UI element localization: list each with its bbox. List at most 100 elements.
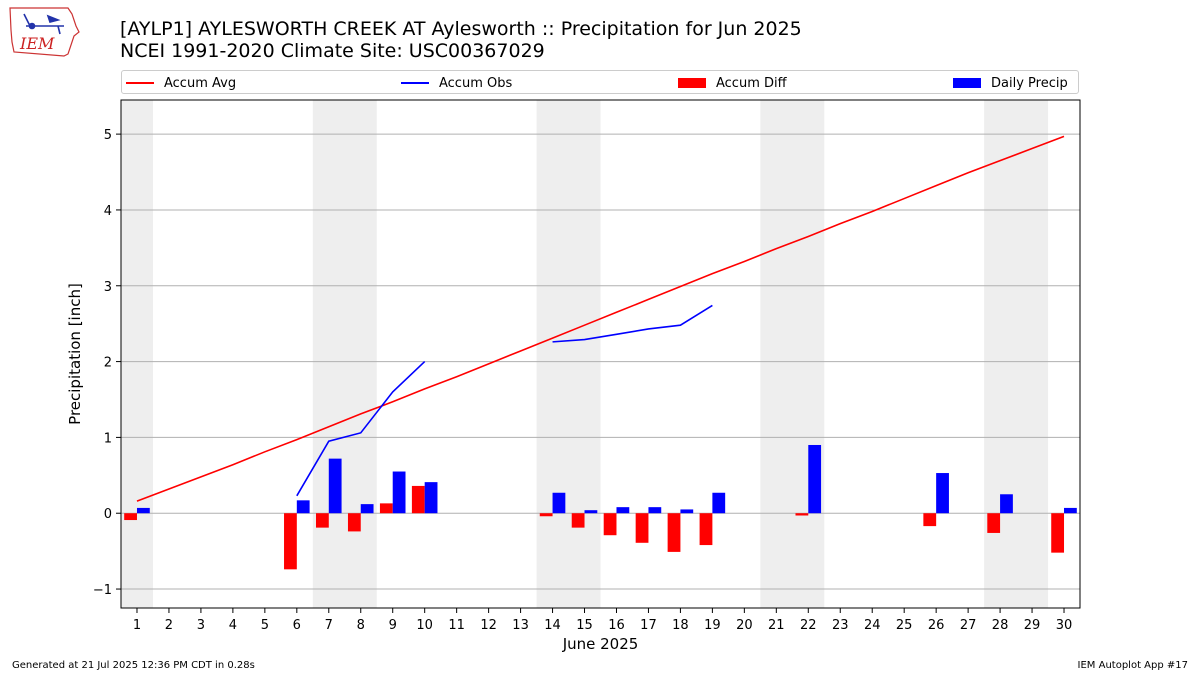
x-tick-label: 16 xyxy=(608,618,625,633)
x-tick-label: 4 xyxy=(229,618,237,633)
x-tick-label: 6 xyxy=(293,618,301,633)
x-tick-label: 20 xyxy=(736,618,753,633)
x-tick-label: 17 xyxy=(640,618,657,633)
iowa-state-outline xyxy=(9,7,80,57)
logo-text: IEM xyxy=(19,34,55,53)
daily-precip-bar xyxy=(616,507,630,514)
legend-label-accum-avg: Accum Avg xyxy=(164,75,237,91)
app-label: IEM Autoplot App #17 xyxy=(1077,660,1188,671)
x-tick-label: 30 xyxy=(1056,618,1073,633)
legend-label-daily-precip: Daily Precip xyxy=(991,75,1068,91)
accum-diff-bar xyxy=(411,485,425,514)
daily-precip-bar xyxy=(936,473,949,514)
accum-diff-bar xyxy=(539,513,553,517)
y-tick-label: 4 xyxy=(104,204,112,219)
plot-frame xyxy=(120,99,1081,609)
x-tick-label: 29 xyxy=(1024,618,1041,633)
x-tick-label: 3 xyxy=(197,618,205,633)
x-tick-label: 18 xyxy=(672,618,689,633)
weekend-shade xyxy=(312,100,377,608)
x-tick-label: 21 xyxy=(768,618,785,633)
daily-precip-bar xyxy=(328,458,342,514)
y-tick-label: 2 xyxy=(104,356,112,371)
y-tick-label: 3 xyxy=(104,280,112,295)
legend-swatch-accum-avg xyxy=(126,82,154,84)
y-tick-label: 1 xyxy=(104,431,112,446)
y-tick-label: 5 xyxy=(104,128,112,143)
accum-diff-bar xyxy=(1051,513,1065,553)
accum-obs-line xyxy=(296,361,426,497)
daily-precip-bar xyxy=(808,444,822,514)
daily-precip-bar xyxy=(584,510,598,514)
chart-subtitle: NCEI 1991-2020 Climate Site: USC00367029 xyxy=(120,40,545,62)
x-tick-label: 26 xyxy=(928,618,945,633)
legend-swatch-accum-diff xyxy=(678,78,706,88)
accum-diff-bar xyxy=(699,513,713,546)
accum-diff-bar xyxy=(603,513,617,536)
x-tick-label: 23 xyxy=(832,618,849,633)
accum-diff-bar xyxy=(795,513,809,516)
x-tick-label: 12 xyxy=(480,618,497,633)
daily-precip-bar xyxy=(680,509,694,514)
daily-precip-bar xyxy=(296,500,310,514)
weekend-shade xyxy=(760,100,825,608)
weekend-shade xyxy=(536,100,601,608)
accum-diff-bar xyxy=(571,513,585,528)
daily-precip-bar xyxy=(1064,507,1077,514)
x-axis-label: June 2025 xyxy=(562,635,639,653)
legend-item-accum-obs: Accum Obs xyxy=(401,73,512,93)
legend-label-accum-diff: Accum Diff xyxy=(716,75,787,91)
x-tick-label: 14 xyxy=(544,618,561,633)
accum-diff-bar xyxy=(347,513,361,532)
daily-precip-bar xyxy=(648,507,662,514)
accum-obs-line xyxy=(552,304,713,343)
daily-precip-bar xyxy=(712,492,726,514)
accum-diff-bar xyxy=(284,513,297,570)
y-axis-label: Precipitation [inch] xyxy=(66,283,84,425)
legend-item-daily-precip: Daily Precip xyxy=(953,73,1068,93)
chart-title: [AYLP1] AYLESWORTH CREEK AT Aylesworth :… xyxy=(120,18,802,40)
chart-legend: Accum Avg Accum Obs Accum Diff Daily Pre… xyxy=(121,70,1079,94)
daily-precip-bar xyxy=(552,492,566,514)
x-tick-label: 11 xyxy=(448,618,465,633)
x-tick-label: 15 xyxy=(576,618,593,633)
x-tick-label: 25 xyxy=(896,618,913,633)
accum-diff-bar xyxy=(124,513,137,521)
weather-station-icon xyxy=(23,13,64,35)
accum-diff-bar xyxy=(379,503,393,514)
x-tick-label: 8 xyxy=(357,618,365,633)
x-tick-label: 28 xyxy=(992,618,1009,633)
legend-label-accum-obs: Accum Obs xyxy=(439,75,513,91)
daily-precip-bar xyxy=(424,482,438,514)
daily-precip-bar xyxy=(392,471,406,514)
daily-precip-bar xyxy=(1000,494,1013,514)
legend-item-accum-diff: Accum Diff xyxy=(678,73,787,93)
accum-diff-bar xyxy=(987,513,1001,533)
accum-diff-bar xyxy=(315,513,329,528)
x-tick-label: 10 xyxy=(416,618,433,633)
x-tick-label: 13 xyxy=(512,618,529,633)
x-tick-label: 27 xyxy=(960,618,977,633)
accum-diff-bar xyxy=(667,513,681,552)
daily-precip-bar xyxy=(136,507,150,514)
x-tick-label: 5 xyxy=(261,618,269,633)
y-tick-label: −1 xyxy=(93,583,112,598)
accum-diff-bar xyxy=(635,513,649,543)
x-tick-label: 7 xyxy=(325,618,333,633)
x-tick-label: 19 xyxy=(704,618,721,633)
x-tick-label: 9 xyxy=(389,618,397,633)
x-tick-label: 24 xyxy=(864,618,881,633)
x-tick-label: 1 xyxy=(133,618,141,633)
legend-item-accum-avg: Accum Avg xyxy=(126,73,236,93)
x-tick-label: 22 xyxy=(800,618,817,633)
generated-timestamp: Generated at 21 Jul 2025 12:36 PM CDT in… xyxy=(12,660,255,671)
weekend-shade xyxy=(121,100,153,608)
legend-swatch-daily-precip xyxy=(953,78,981,88)
daily-precip-bar xyxy=(360,504,374,514)
legend-swatch-accum-obs xyxy=(401,82,429,84)
y-tick-label: 0 xyxy=(104,507,112,522)
x-tick-label: 2 xyxy=(165,618,173,633)
accum-avg-line xyxy=(136,135,1065,502)
iem-logo: IEM xyxy=(9,7,80,57)
